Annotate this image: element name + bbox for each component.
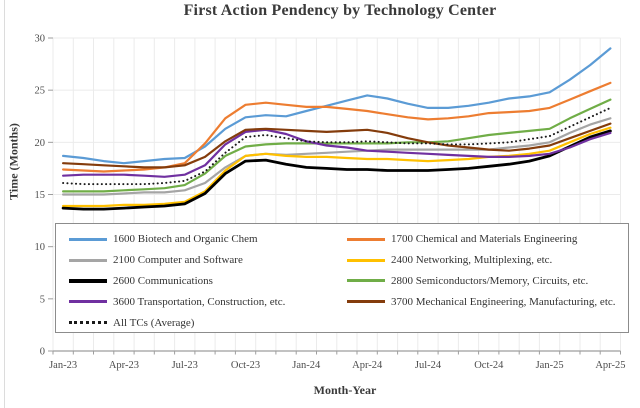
legend-item-2100: 2100 Computer and Software xyxy=(69,250,347,271)
y-tick-label: 10 xyxy=(35,242,46,253)
series-line-2600 xyxy=(61,129,612,211)
x-tick-label: Jul-24 xyxy=(415,360,442,371)
legend-key-all xyxy=(69,321,107,325)
x-axis-title: Month-Year xyxy=(313,383,377,397)
series-line-1600 xyxy=(61,47,612,165)
series-line-all xyxy=(62,106,612,186)
y-tick-label: 5 xyxy=(40,294,45,305)
series-line-2100 xyxy=(61,117,612,196)
legend-label-2800: 2800 Semiconductors/Memory, Circuits, et… xyxy=(391,274,589,287)
x-tick-label: Apr-25 xyxy=(595,360,625,371)
legend-item-2800: 2800 Semiconductors/Memory, Circuits, et… xyxy=(347,271,628,292)
legend-key-2600 xyxy=(69,279,107,283)
legend-key-2100 xyxy=(69,258,107,262)
legend-label-1600: 1600 Biotech and Organic Chem xyxy=(113,233,258,246)
x-tick-label: Apr-23 xyxy=(109,360,139,371)
legend-item-3700: 3700 Mechanical Engineering, Manufacturi… xyxy=(347,291,628,312)
x-tick-label: Oct-24 xyxy=(474,360,504,371)
axes: 0 5 10 15 20 25 30 Jan-23 Apr-23 Jul-23 Oct-23 Jan-… xyxy=(35,34,626,372)
y-tick-label: 25 xyxy=(35,86,46,97)
series-line-2400 xyxy=(61,126,612,208)
legend-key-2400 xyxy=(347,258,385,262)
legend-label-2100: 2100 Computer and Software xyxy=(113,254,243,267)
x-tick-label: Apr-24 xyxy=(352,360,383,371)
legend-label-2600: 2600 Communications xyxy=(113,274,213,287)
legend-item-all: All TCs (Average) xyxy=(69,312,347,333)
chart-title: First Action Pendency by Technology Cent… xyxy=(183,2,497,19)
x-tick-label: Oct-23 xyxy=(231,360,260,371)
legend-label-1700: 1700 Chemical and Materials Engineering xyxy=(391,233,578,246)
legend-item-1600: 1600 Biotech and Organic Chem xyxy=(69,229,347,250)
legend-key-1700 xyxy=(347,237,385,241)
x-tick-label: Jan-25 xyxy=(536,360,564,371)
legend-item-3600: 3600 Transportation, Construction, etc. xyxy=(69,291,347,312)
legend-label-3600: 3600 Transportation, Construction, etc. xyxy=(113,295,286,308)
legend-item-2400: 2400 Networking, Multiplexing, etc. xyxy=(347,250,628,271)
y-tick-label: 30 xyxy=(35,34,46,45)
legend-label-all: All TCs (Average) xyxy=(113,316,195,329)
legend-item-1700: 1700 Chemical and Materials Engineering xyxy=(347,229,628,250)
series-line-3700 xyxy=(61,122,612,169)
legend-key-3600 xyxy=(69,300,107,304)
legend: 1600 Biotech and Organic Chem 1700 Chemic… xyxy=(55,223,629,333)
x-tick-label: Jul-23 xyxy=(172,360,198,371)
y-tick-label: 15 xyxy=(35,190,46,201)
x-tick-label: Jan-24 xyxy=(292,360,321,371)
window-edge-line xyxy=(4,0,5,408)
series-line-3600 xyxy=(61,128,612,178)
y-axis-title: Time (Months) xyxy=(6,123,21,200)
legend-item-2600: 2600 Communications xyxy=(69,271,347,292)
legend-key-1600 xyxy=(69,237,107,241)
y-tick-label: 20 xyxy=(35,138,46,149)
legend-key-2800 xyxy=(347,279,385,283)
series-line-2800 xyxy=(61,98,612,193)
legend-label-2400: 2400 Networking, Multiplexing, etc. xyxy=(391,254,553,267)
legend-label-3700: 3700 Mechanical Engineering, Manufacturi… xyxy=(391,295,616,308)
y-tick-label: 0 xyxy=(40,347,45,358)
legend-key-3700 xyxy=(347,300,385,304)
x-tick-label: Jan-23 xyxy=(49,360,77,371)
